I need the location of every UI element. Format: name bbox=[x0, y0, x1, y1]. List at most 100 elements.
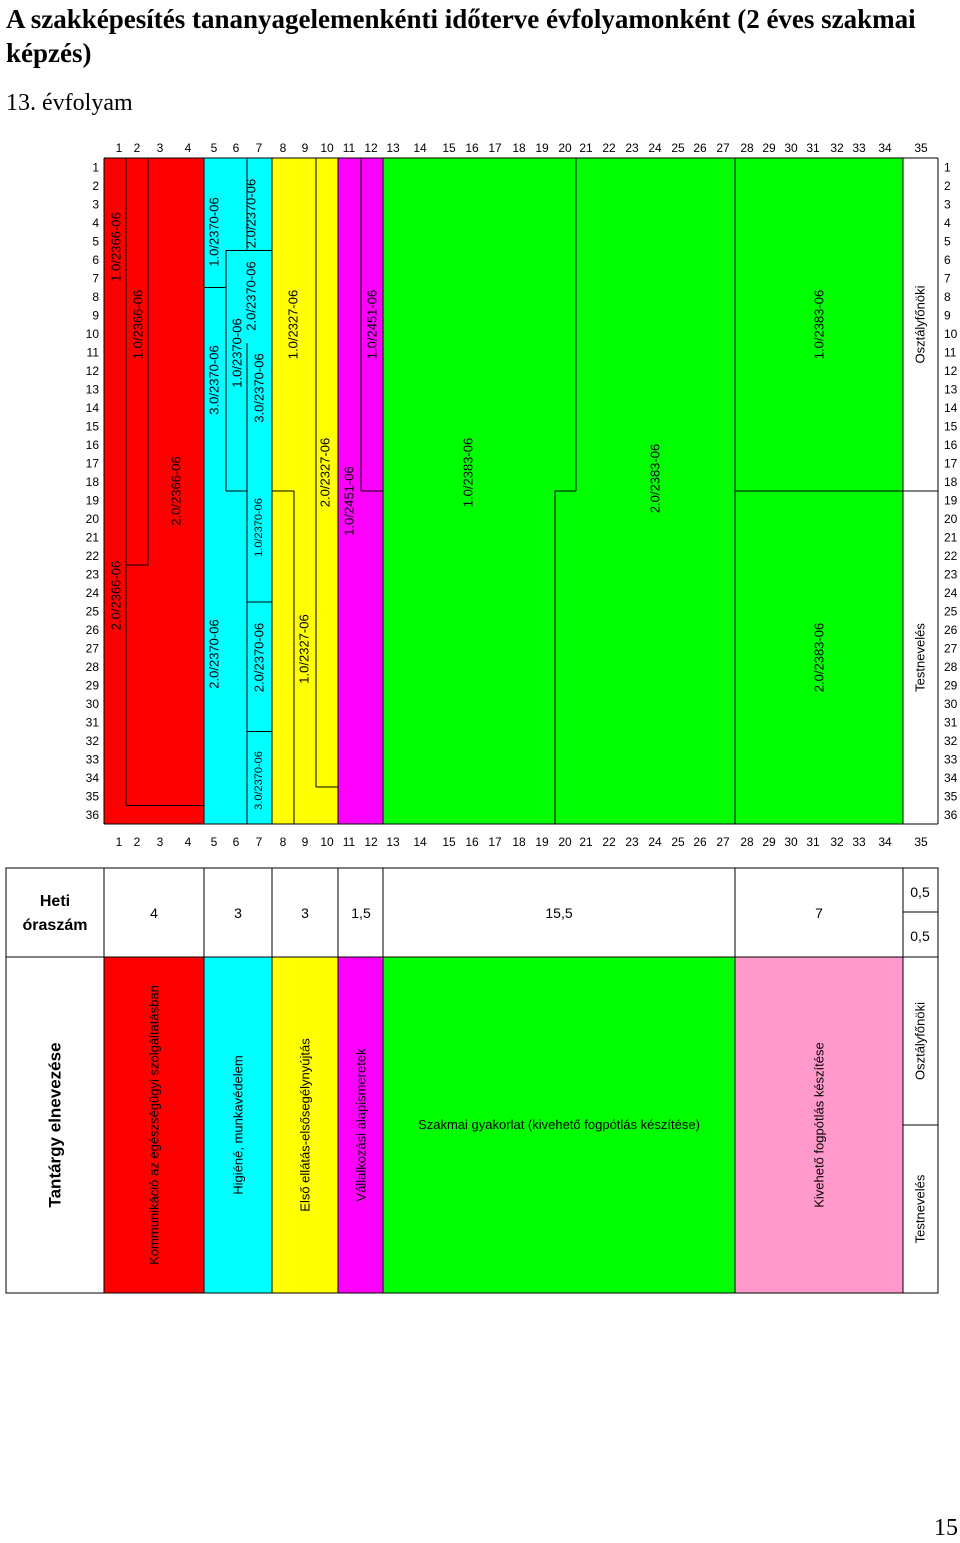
color-band-red bbox=[104, 158, 204, 824]
row-number-right: 18 bbox=[944, 475, 958, 489]
column-number-bottom: 7 bbox=[256, 835, 263, 849]
column-number-bottom: 14 bbox=[413, 835, 427, 849]
column-number-top: 4 bbox=[185, 141, 192, 155]
row-number-left: 26 bbox=[86, 623, 100, 637]
row-number-right: 26 bbox=[944, 623, 958, 637]
row-number-left: 33 bbox=[86, 752, 100, 766]
row-number-right: 3 bbox=[944, 197, 951, 211]
row-number-left: 8 bbox=[92, 290, 99, 304]
weekly-hours-value: 0,5 bbox=[910, 884, 930, 900]
column-number-bottom: 4 bbox=[185, 835, 192, 849]
weekly-hours-value: 7 bbox=[815, 905, 823, 921]
document-title: A szakképesítés tananyagelemenkénti időt… bbox=[6, 4, 916, 68]
row-number-left: 11 bbox=[87, 345, 100, 359]
column-number-bottom: 34 bbox=[878, 835, 892, 849]
column-number-top: 17 bbox=[488, 141, 502, 155]
module-label: 2.0/2327-06 bbox=[318, 438, 333, 507]
module-label: 3.0/2370-06 bbox=[253, 751, 265, 810]
column-number-bottom: 10 bbox=[320, 835, 334, 849]
column-number-bottom: 18 bbox=[512, 835, 526, 849]
row-number-left: 34 bbox=[86, 771, 100, 785]
row-number-right: 19 bbox=[944, 493, 958, 507]
row-number-left: 19 bbox=[86, 493, 100, 507]
column-number-top: 10 bbox=[320, 141, 334, 155]
row-number-left: 21 bbox=[86, 530, 100, 544]
row-number-right: 1 bbox=[944, 160, 951, 174]
module-label: 1.0/2327-06 bbox=[286, 290, 301, 359]
module-label: 1.0/2370-06 bbox=[253, 498, 265, 557]
row-number-left: 4 bbox=[92, 216, 99, 230]
column-number-bottom: 33 bbox=[852, 835, 866, 849]
column-number-bottom: 32 bbox=[830, 835, 844, 849]
column-number-bottom: 23 bbox=[625, 835, 639, 849]
column-number-bottom: 27 bbox=[716, 835, 730, 849]
module-label: 1.0/2451-06 bbox=[365, 290, 380, 359]
weekly-hours-header: óraszám bbox=[23, 917, 88, 934]
row-number-left: 6 bbox=[92, 253, 99, 267]
weekly-hours-value: 4 bbox=[150, 905, 158, 921]
column-number-bottom: 21 bbox=[579, 835, 593, 849]
column-number-bottom: 12 bbox=[364, 835, 378, 849]
column-number-top: 12 bbox=[364, 141, 378, 155]
row-number-right: 2 bbox=[944, 179, 951, 193]
row-number-right: 30 bbox=[944, 697, 958, 711]
column-number-bottom: 15 bbox=[442, 835, 456, 849]
row-number-right: 35 bbox=[944, 789, 958, 803]
column-number-top: 32 bbox=[830, 141, 844, 155]
subject-cell bbox=[271, 956, 339, 1294]
column-number-top: 18 bbox=[512, 141, 526, 155]
row-number-left: 25 bbox=[86, 604, 100, 618]
row-number-right: 8 bbox=[944, 290, 951, 304]
row-number-right: 20 bbox=[944, 512, 958, 526]
column-number-bottom: 17 bbox=[488, 835, 502, 849]
row-number-right: 14 bbox=[944, 401, 958, 415]
column-number-bottom: 1 bbox=[116, 835, 123, 849]
subjects-header: Tantárgy elnevezése bbox=[46, 1042, 65, 1207]
row-number-right: 6 bbox=[944, 253, 951, 267]
module-label: 3.0/2370-06 bbox=[207, 345, 222, 414]
row-number-left: 15 bbox=[86, 419, 100, 433]
column-number-bottom: 5 bbox=[211, 835, 218, 849]
weekly-hours-value: 3 bbox=[234, 905, 242, 921]
module-label: Testnevelés bbox=[913, 623, 928, 692]
row-number-right: 12 bbox=[944, 364, 958, 378]
column-number-top: 27 bbox=[716, 141, 730, 155]
column-number-top: 1 bbox=[116, 141, 123, 155]
subject-cell bbox=[382, 956, 736, 1294]
column-number-bottom: 16 bbox=[465, 835, 479, 849]
subject-name: Első ellátás-elsősegélynyújtás bbox=[298, 1038, 313, 1212]
module-label: 1.0/2370-06 bbox=[207, 197, 222, 266]
row-number-right: 15 bbox=[944, 419, 958, 433]
column-number-top: 14 bbox=[413, 141, 427, 155]
row-number-left: 14 bbox=[86, 401, 100, 415]
weekly-hours-value: 0,5 bbox=[910, 928, 930, 944]
subject-name: Osztályfőnöki bbox=[913, 1002, 928, 1080]
row-number-right: 17 bbox=[944, 456, 958, 470]
column-number-top: 9 bbox=[302, 141, 309, 155]
module-label: 2.0/2383-06 bbox=[648, 444, 663, 513]
row-number-left: 18 bbox=[86, 475, 100, 489]
column-number-bottom: 25 bbox=[671, 835, 685, 849]
column-number-top: 6 bbox=[233, 141, 240, 155]
column-number-top: 19 bbox=[535, 141, 549, 155]
column-number-top: 7 bbox=[256, 141, 263, 155]
row-number-right: 13 bbox=[944, 382, 958, 396]
row-number-left: 13 bbox=[86, 382, 100, 396]
module-label: 2.0/2370-06 bbox=[207, 619, 222, 688]
page-number: 15 bbox=[934, 1515, 958, 1541]
row-number-right: 36 bbox=[944, 808, 958, 822]
module-label: 1.0/2383-06 bbox=[812, 290, 827, 359]
column-number-bottom: 6 bbox=[233, 835, 240, 849]
column-number-bottom: 35 bbox=[914, 835, 928, 849]
row-number-left: 16 bbox=[86, 438, 100, 452]
column-number-top: 34 bbox=[878, 141, 892, 155]
row-number-right: 22 bbox=[944, 549, 958, 563]
column-number-top: 16 bbox=[465, 141, 479, 155]
subject-name: Kommunikáció az egészségügyi szolgáltatá… bbox=[147, 985, 162, 1265]
module-label: 1.0/2327-06 bbox=[297, 614, 312, 683]
column-number-top: 13 bbox=[386, 141, 400, 155]
row-number-left: 24 bbox=[86, 586, 100, 600]
column-number-top: 31 bbox=[806, 141, 820, 155]
column-number-top: 33 bbox=[852, 141, 866, 155]
column-number-top: 15 bbox=[442, 141, 456, 155]
